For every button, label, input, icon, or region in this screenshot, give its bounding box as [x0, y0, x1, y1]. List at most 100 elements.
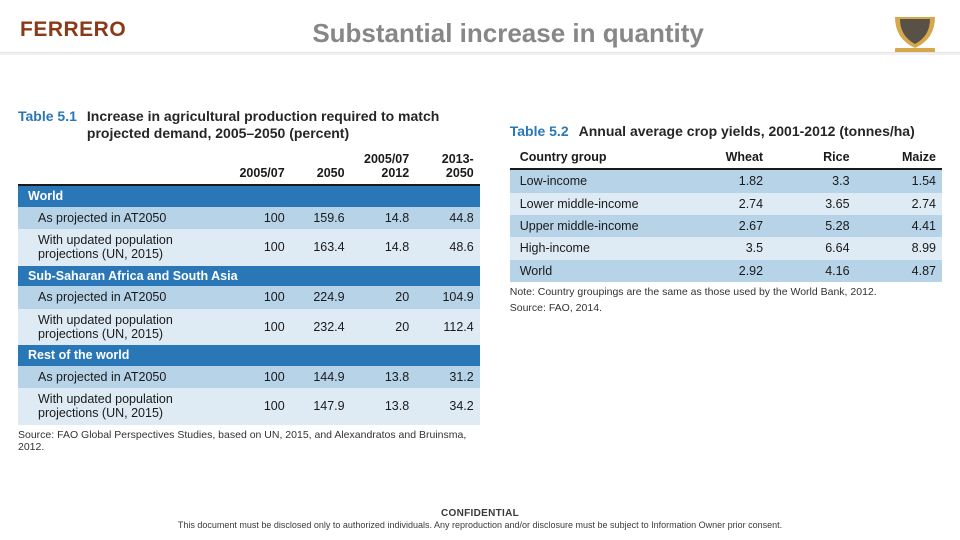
- content-area: Table 5.1 Increase in agricultural produ…: [0, 68, 960, 453]
- table-header-row: 2005/07 2050 2005/07 2012 2013-2050: [18, 148, 480, 186]
- cell-value: 112.4: [415, 309, 480, 346]
- section-row: Sub-Saharan Africa and South Asia: [18, 266, 480, 286]
- section-label: Rest of the world: [18, 345, 480, 365]
- table-row: Lower middle-income2.743.652.74: [510, 193, 942, 215]
- table-header-row: Country group Wheat Rice Maize: [510, 146, 942, 169]
- section-label: World: [18, 185, 480, 206]
- table-number: Table 5.2: [510, 123, 569, 140]
- table-5-2-source: Source: FAO, 2014.: [510, 302, 942, 314]
- cell-value: 100: [229, 229, 290, 266]
- cell-value: 5.28: [769, 215, 855, 237]
- row-label: World: [510, 260, 683, 282]
- cell-value: 3.3: [769, 169, 855, 192]
- col-head: Wheat: [683, 146, 769, 169]
- col-head: 2013-2050: [415, 148, 480, 186]
- cell-value: 100: [229, 309, 290, 346]
- cell-value: 3.65: [769, 193, 855, 215]
- table-5-1: 2005/07 2050 2005/07 2012 2013-2050 Worl…: [18, 148, 480, 425]
- cell-value: 13.8: [351, 388, 416, 425]
- table-5-1-body: WorldAs projected in AT2050100159.614.84…: [18, 185, 480, 425]
- table-5-2-caption: Table 5.2 Annual average crop yields, 20…: [510, 123, 942, 140]
- table-number: Table 5.1: [18, 108, 77, 142]
- cell-value: 104.9: [415, 286, 480, 308]
- header-divider: [0, 52, 960, 54]
- cell-value: 48.6: [415, 229, 480, 266]
- row-label: As projected in AT2050: [18, 207, 229, 229]
- cell-value: 2.67: [683, 215, 769, 237]
- row-label: Lower middle-income: [510, 193, 683, 215]
- cell-value: 100: [229, 286, 290, 308]
- cell-value: 14.8: [351, 207, 416, 229]
- col-head: 2005/07: [229, 148, 290, 186]
- row-label: With updated population projections (UN,…: [18, 309, 229, 346]
- brand-logo-text: FERRERO: [20, 18, 126, 42]
- table-row: As projected in AT2050100159.614.844.8: [18, 207, 480, 229]
- cell-value: 159.6: [291, 207, 351, 229]
- col-head: Country group: [510, 146, 683, 169]
- cell-value: 147.9: [291, 388, 351, 425]
- slide-title: Substantial increase in quantity: [312, 18, 704, 49]
- row-label: As projected in AT2050: [18, 366, 229, 388]
- row-label: With updated population projections (UN,…: [18, 388, 229, 425]
- table-row: As projected in AT2050100224.920104.9: [18, 286, 480, 308]
- cell-value: 144.9: [291, 366, 351, 388]
- slide-header: FERRERO Substantial increase in quantity: [0, 0, 960, 68]
- cell-value: 4.16: [769, 260, 855, 282]
- table-row: High-income3.56.648.99: [510, 237, 942, 259]
- table-caption-text: Increase in agricultural production requ…: [87, 108, 480, 142]
- table-row: With updated population projections (UN,…: [18, 309, 480, 346]
- cell-value: 13.8: [351, 366, 416, 388]
- table-caption-text: Annual average crop yields, 2001-2012 (t…: [579, 123, 915, 140]
- table-row: World2.924.164.87: [510, 260, 942, 282]
- row-label: Low-income: [510, 169, 683, 192]
- table-row: Upper middle-income2.675.284.41: [510, 215, 942, 237]
- table-row: With updated population projections (UN,…: [18, 229, 480, 266]
- cell-value: 4.41: [856, 215, 942, 237]
- table-5-2-note: Note: Country groupings are the same as …: [510, 286, 942, 298]
- col-head: 2005/07 2012: [351, 148, 416, 186]
- row-label: Upper middle-income: [510, 215, 683, 237]
- table-5-2-panel: Table 5.2 Annual average crop yields, 20…: [510, 123, 942, 453]
- cell-value: 3.5: [683, 237, 769, 259]
- table-row: With updated population projections (UN,…: [18, 388, 480, 425]
- table-row: As projected in AT2050100144.913.831.2: [18, 366, 480, 388]
- table-row: Low-income1.823.31.54: [510, 169, 942, 192]
- cell-value: 44.8: [415, 207, 480, 229]
- cell-value: 31.2: [415, 366, 480, 388]
- cell-value: 100: [229, 388, 290, 425]
- col-head: Rice: [769, 146, 855, 169]
- table-5-2: Country group Wheat Rice Maize Low-incom…: [510, 146, 942, 282]
- section-row: World: [18, 185, 480, 206]
- confidential-label: CONFIDENTIAL: [0, 508, 960, 519]
- cell-value: 6.64: [769, 237, 855, 259]
- cell-value: 2.74: [683, 193, 769, 215]
- cell-value: 8.99: [856, 237, 942, 259]
- section-label: Sub-Saharan Africa and South Asia: [18, 266, 480, 286]
- cell-value: 14.8: [351, 229, 416, 266]
- col-head: Maize: [856, 146, 942, 169]
- cell-value: 4.87: [856, 260, 942, 282]
- cell-value: 2.74: [856, 193, 942, 215]
- section-row: Rest of the world: [18, 345, 480, 365]
- cell-value: 1.82: [683, 169, 769, 192]
- cell-value: 100: [229, 207, 290, 229]
- row-label: As projected in AT2050: [18, 286, 229, 308]
- cell-value: 224.9: [291, 286, 351, 308]
- cell-value: 163.4: [291, 229, 351, 266]
- table-5-1-panel: Table 5.1 Increase in agricultural produ…: [18, 108, 480, 453]
- cell-value: 1.54: [856, 169, 942, 192]
- cell-value: 20: [351, 309, 416, 346]
- table-5-1-caption: Table 5.1 Increase in agricultural produ…: [18, 108, 480, 142]
- col-head: [18, 148, 229, 186]
- table-5-1-source: Source: FAO Global Perspectives Studies,…: [18, 429, 480, 453]
- row-label: With updated population projections (UN,…: [18, 229, 229, 266]
- cell-value: 2.92: [683, 260, 769, 282]
- cell-value: 232.4: [291, 309, 351, 346]
- cell-value: 20: [351, 286, 416, 308]
- col-head: 2050: [291, 148, 351, 186]
- cell-value: 34.2: [415, 388, 480, 425]
- footer-disclaimer: This document must be disclosed only to …: [0, 520, 960, 530]
- table-5-2-body: Low-income1.823.31.54Lower middle-income…: [510, 169, 942, 282]
- slide-footer: CONFIDENTIAL This document must be discl…: [0, 508, 960, 530]
- cell-value: 100: [229, 366, 290, 388]
